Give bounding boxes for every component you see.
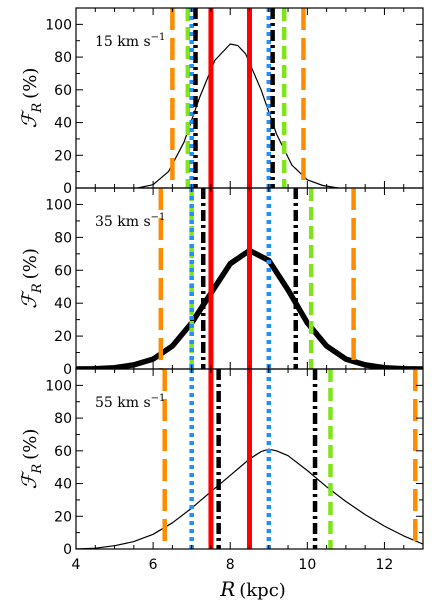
y-axis-label: ℱR(%) [17,429,45,490]
x-tick-label: 8 [226,557,235,573]
y-tick-label: 0 [63,362,72,378]
y-axis-labels: ℱR(%) ℱR(%) ℱR(%) [17,68,45,490]
y-axis-label: ℱR(%) [17,248,45,309]
x-tick-labels: 4 6 8 10 12 [72,557,394,573]
y-tick-label: 60 [54,83,72,99]
y-tick-label: 60 [54,444,72,460]
plot-area [76,188,423,369]
y-tick-label: 40 [54,477,72,493]
y-tick-label: 100 [45,197,72,213]
panel-1: 0 20 40 60 80 100 15 km s−1 [45,7,424,197]
panel-label: 15 km s−1 [95,32,165,50]
y-tick-label: 20 [54,148,72,164]
y-tick-label: 80 [54,50,72,66]
y-tick-label: 100 [45,378,72,394]
y-tick-label: 60 [54,263,72,279]
y-tick-label: 40 [54,296,72,312]
x-tick-label: 12 [376,557,394,573]
x-tick-label: 6 [149,557,158,573]
y-tick-label: 80 [54,230,72,246]
panel-label: 35 km s−1 [95,212,165,230]
x-tick-label: 10 [298,557,316,573]
y-axis-label: ℱR(%) [17,68,45,129]
panel-label: 55 km s−1 [95,393,165,411]
x-axis-label: R (kpc) [219,577,286,601]
y-tick-label: 0 [63,181,72,197]
y-tick-label: 20 [54,509,72,525]
y-tick-label: 20 [54,329,72,345]
plot-area [76,369,423,549]
y-tick-label: 100 [45,17,72,33]
fraction-curve [137,43,339,188]
panel-3: 0 20 40 60 80 100 55 km s−1 [45,368,424,558]
panel-2: 0 20 40 60 80 100 35 km s−1 [45,187,424,378]
y-tick-label: 80 [54,411,72,427]
fraction-curve [76,448,423,549]
y-tick-label: 0 [63,542,72,558]
x-tick-label: 4 [72,557,81,573]
plot-area [137,8,339,188]
y-tick-label: 40 [54,116,72,132]
